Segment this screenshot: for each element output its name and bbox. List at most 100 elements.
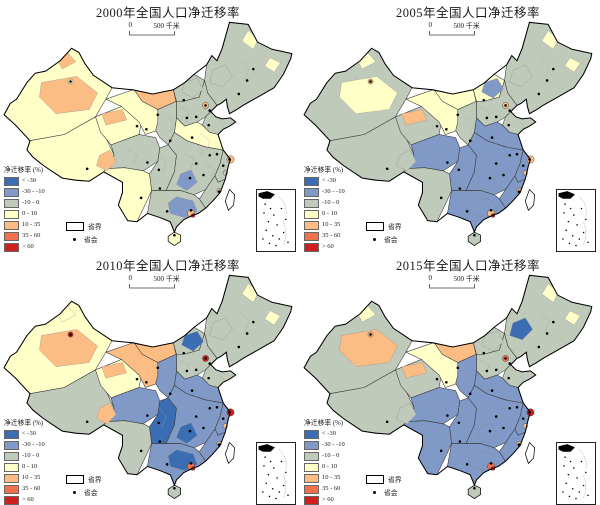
legend-class-row: 0 - 10	[304, 209, 345, 219]
capital-dot	[502, 426, 505, 430]
legend-swatch	[304, 429, 319, 439]
region-tibet_east	[96, 149, 117, 172]
legend-swatch	[304, 176, 319, 186]
capital-dot	[228, 158, 231, 161]
capital-dot	[188, 176, 192, 180]
capital-dot	[208, 109, 212, 112]
legend-class-label: > 60	[22, 496, 34, 504]
legend-class-label: 10 - 35	[322, 221, 341, 229]
capital-dot	[228, 411, 231, 414]
legend-class-row: > 60	[304, 242, 345, 252]
capital-dot	[194, 415, 198, 418]
capital-dot	[146, 414, 149, 417]
region-qinghai_north	[101, 109, 127, 126]
capital-dot	[208, 406, 212, 410]
legend-class-row: < -30	[4, 176, 45, 186]
capital-dot	[537, 92, 541, 96]
map-title: 2000年全国人口净迁移率	[95, 6, 241, 20]
capital-dot	[457, 168, 461, 172]
capital-dot-icon	[373, 490, 376, 494]
capital-dot	[445, 127, 448, 131]
capital-dot	[517, 443, 521, 446]
scale-bar-line	[429, 31, 475, 36]
capital-dot	[156, 366, 160, 370]
capital-dot	[552, 320, 555, 324]
capital-dot	[139, 196, 143, 200]
capital-dot	[168, 392, 172, 396]
capital-dot	[485, 369, 489, 373]
map-panel-2015: 2015年全国人口净迁移率 0 500 千米 净迁移率 (%) < -30 -30…	[300, 253, 600, 505]
capital-dot	[494, 115, 498, 119]
capital-dot	[194, 115, 198, 119]
legend-title: 净迁移率 (%)	[304, 167, 344, 174]
capital-dot	[194, 162, 198, 165]
legend-class-row: 10 - 35	[4, 220, 45, 230]
capital-label: 省会	[84, 237, 98, 244]
legend-class-row: < -30	[4, 429, 45, 439]
capital-dot	[204, 357, 207, 360]
scale-bar: 0 500 千米	[114, 274, 210, 292]
capital-entry: 省会	[66, 234, 102, 244]
capital-dot	[221, 417, 225, 420]
capital-dot	[489, 462, 493, 465]
capital-dot	[468, 139, 472, 143]
map-title: 2005年全国人口净迁移率	[395, 6, 541, 20]
scale-bar-start: 0	[128, 21, 133, 29]
capital-dot	[215, 405, 219, 409]
capital-dot	[194, 368, 198, 372]
capital-dot	[165, 463, 169, 466]
scale-bar-line	[129, 284, 175, 289]
capital-dot	[515, 405, 519, 409]
scale-bar-start: 0	[128, 274, 133, 282]
scale-bar-end: 500 千米	[153, 22, 180, 30]
capital-dot	[165, 210, 169, 213]
capital-dot	[135, 124, 139, 128]
legend-class-row: -10 - 0	[4, 198, 45, 208]
legend-class-row: < -30	[304, 429, 345, 439]
capital-dot	[190, 136, 194, 139]
region-nmg_mid_patch	[481, 331, 504, 352]
scale-bar-end: 500 千米	[153, 275, 180, 283]
boundary-legend: 省界 省会	[66, 221, 102, 247]
region-nmg_mid_patch	[181, 78, 204, 99]
province-boundary-swatch	[66, 221, 84, 231]
south-china-sea-inset-map	[558, 191, 589, 247]
capital-dot	[221, 164, 225, 167]
capital-dot	[521, 164, 525, 167]
capital-dot	[252, 320, 255, 324]
legend-swatch	[304, 495, 319, 505]
legend-swatch	[4, 209, 19, 219]
capital-dot	[537, 345, 541, 349]
scale-bar: 0 500 千米	[114, 21, 210, 39]
legend-class-label: -30 - -10	[22, 188, 45, 196]
capital-dot	[146, 161, 149, 164]
island-taiwan	[524, 188, 536, 211]
map-legend: 净迁移率 (%) < -30 -30 - -10 -10 - 0 0 - 10 10 -…	[4, 167, 45, 254]
legend-swatch	[304, 451, 319, 461]
legend-swatch	[4, 242, 19, 252]
legend-swatch	[4, 451, 19, 461]
capital-dot	[439, 196, 443, 200]
capital-label: 省会	[84, 490, 98, 497]
capital-dot-icon	[373, 237, 376, 241]
legend-class-row: -10 - 0	[304, 198, 345, 208]
region-nmg_east_patch	[509, 317, 533, 340]
capital-dot	[202, 426, 205, 430]
capital-dot	[158, 187, 162, 190]
south-china-sea-inset-map	[258, 444, 289, 500]
legend-class-label: > 60	[322, 496, 334, 504]
legend-class-label: 10 - 35	[22, 474, 41, 482]
legend-class-label: 35 - 60	[22, 485, 41, 493]
boundary-legend: 省界 省会	[366, 221, 402, 247]
province-boundary-swatch	[366, 474, 384, 484]
capital-dot	[456, 366, 460, 370]
province-boundary-entry: 省界	[66, 474, 102, 484]
legend-rows: < -30 -30 - -10 -10 - 0 0 - 10 10 - 35 35 - 6…	[4, 429, 45, 505]
legend-title: 净迁移率 (%)	[4, 420, 44, 427]
legend-class-label: -30 - -10	[22, 441, 45, 449]
capital-dot	[237, 92, 241, 96]
legend-class-label: -30 - -10	[322, 188, 345, 196]
legend-swatch	[304, 440, 319, 450]
scale-bar-end: 500 千米	[453, 275, 480, 283]
